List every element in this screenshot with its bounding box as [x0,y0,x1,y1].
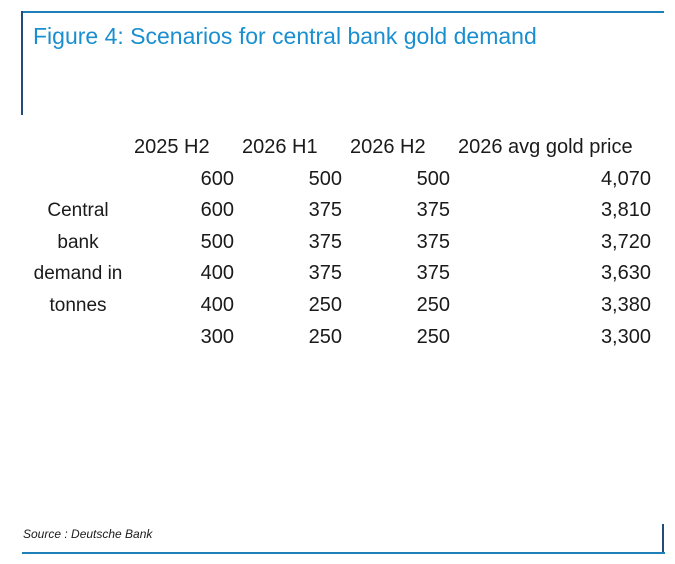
row-label-line: demand in [33,263,123,284]
cell-2025-h2: 600 [200,199,234,221]
cell-gold-price: 3,380 [600,294,651,316]
cell-gold-price: 3,630 [600,262,651,284]
cell-2026-h1: 250 [308,326,342,348]
cell-2026-h1: 375 [308,262,342,284]
cell-2026-h2: 375 [416,231,450,253]
cell-gold-price: 3,810 [600,199,651,221]
row-label-line: Central [47,200,109,221]
left-border-rule [21,11,23,115]
cell-2026-h1: 500 [308,168,342,190]
cell-2026-h1: 375 [308,199,342,221]
cell-gold-price: 3,300 [600,326,651,348]
cell-2026-h2: 250 [416,326,450,348]
bottom-border-rule [22,552,665,554]
cell-2026-h2: 375 [416,199,450,221]
cell-2026-h2: 375 [416,262,450,284]
cell-gold-price: 3,720 [600,231,651,253]
cell-2025-h2: 500 [200,231,234,253]
column-header-2026-h2: 2026 H2 [350,136,426,158]
cell-2025-h2: 300 [200,326,234,348]
top-border-rule [21,11,664,13]
column-header-2026-h1: 2026 H1 [242,136,318,158]
cell-2025-h2: 600 [200,168,234,190]
source-note: Source : Deutsche Bank [23,527,153,541]
row-label-line: tonnes [49,294,107,316]
cell-2025-h2: 400 [200,294,234,316]
column-header-gold-price: 2026 avg gold price [458,136,633,158]
cell-2026-h1: 250 [308,294,342,316]
cell-gold-price: 4,070 [600,168,651,190]
row-label-central-bank-demand: Central bank demand in tonnes [24,195,132,321]
row-label-line: bank [57,231,99,253]
right-border-rule [662,524,664,554]
cell-2026-h2: 250 [416,294,450,316]
column-header-2025-h2: 2025 H2 [134,136,210,158]
cell-2025-h2: 400 [200,262,234,284]
cell-2026-h1: 375 [308,231,342,253]
cell-2026-h2: 500 [416,168,450,190]
figure-title: Figure 4: Scenarios for central bank gol… [33,23,537,49]
